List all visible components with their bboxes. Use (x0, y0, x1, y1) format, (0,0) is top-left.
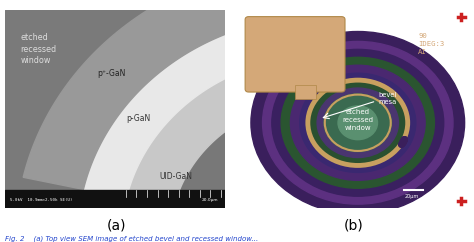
Text: etched
recessed
window: etched recessed window (342, 109, 374, 131)
Circle shape (317, 88, 399, 158)
Circle shape (309, 81, 407, 165)
Circle shape (251, 31, 465, 214)
Text: 20μm: 20μm (404, 194, 419, 199)
Text: Fig. 2    (a) Top view SEM image of etched bevel and recessed window...: Fig. 2 (a) Top view SEM image of etched … (5, 236, 258, 242)
Text: 90
IDEG:3
AI: 90 IDEG:3 AI (418, 33, 445, 55)
Circle shape (272, 49, 444, 196)
Bar (5, 190, 225, 208)
Text: bevel
mesa: bevel mesa (379, 92, 397, 106)
FancyBboxPatch shape (245, 17, 345, 92)
Text: p⁺-GaN: p⁺-GaN (97, 69, 126, 78)
Circle shape (263, 41, 453, 204)
Text: (a): (a) (106, 219, 126, 233)
Text: 20.0μm: 20.0μm (202, 198, 219, 202)
Polygon shape (83, 16, 340, 198)
Text: (b): (b) (343, 219, 363, 233)
Polygon shape (174, 99, 334, 238)
Text: etched
recessed
window: etched recessed window (20, 33, 56, 65)
Text: UID-GaN: UID-GaN (159, 172, 192, 181)
Circle shape (324, 94, 392, 151)
Polygon shape (127, 55, 337, 208)
Circle shape (291, 65, 425, 180)
Text: 5.0kV  10.9mm×2.50k SE(U): 5.0kV 10.9mm×2.50k SE(U) (10, 198, 73, 202)
Text: p-GaN: p-GaN (126, 114, 150, 123)
Circle shape (300, 73, 416, 172)
Circle shape (281, 57, 434, 188)
FancyBboxPatch shape (295, 85, 316, 99)
Circle shape (338, 106, 377, 140)
Polygon shape (23, 0, 344, 189)
